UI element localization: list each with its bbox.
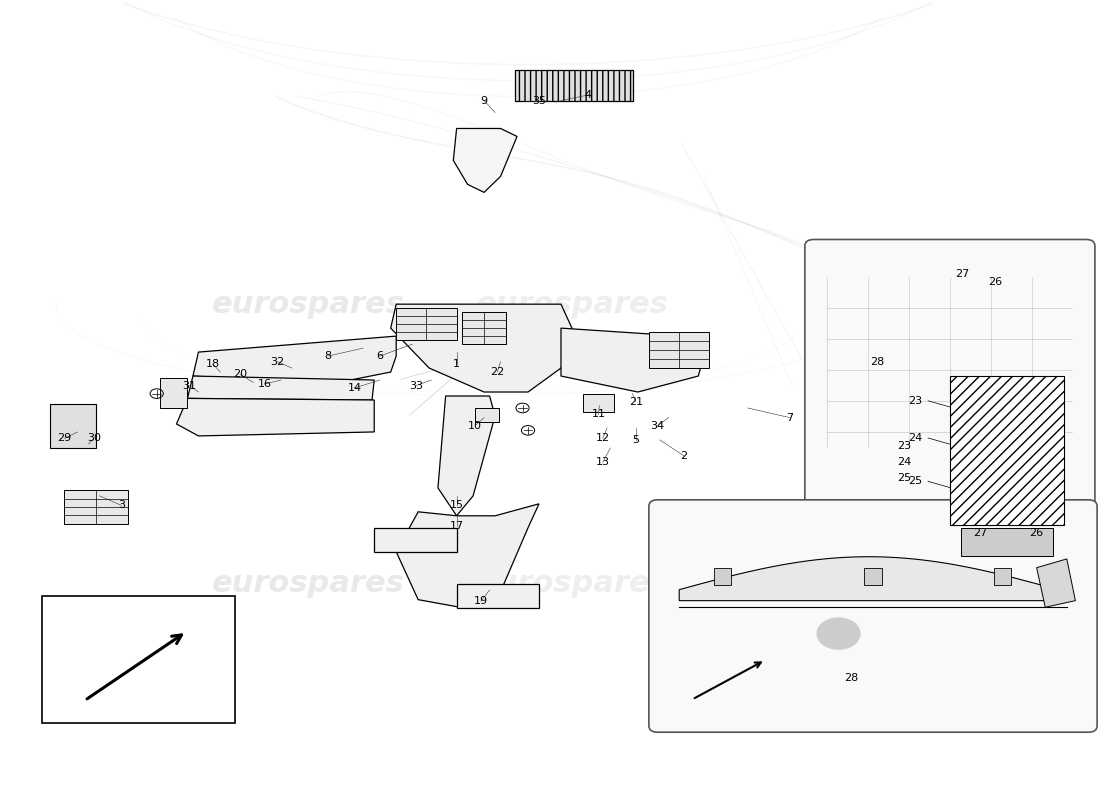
FancyBboxPatch shape (649, 500, 1097, 732)
Text: 25: 25 (909, 476, 923, 486)
Text: 20: 20 (233, 370, 248, 379)
Text: 35: 35 (532, 95, 546, 106)
Polygon shape (396, 504, 539, 608)
Bar (515, 70, 634, 101)
Text: 13: 13 (596, 458, 609, 467)
Bar (51, 404, 97, 448)
Polygon shape (192, 336, 396, 384)
Text: 6: 6 (376, 351, 383, 361)
Bar (396, 308, 456, 340)
Bar (993, 568, 1011, 586)
Polygon shape (176, 398, 374, 436)
Polygon shape (456, 584, 539, 608)
Bar (65, 490, 128, 524)
Text: 17: 17 (450, 521, 464, 531)
Text: 4: 4 (585, 90, 592, 100)
Text: 26: 26 (988, 277, 1002, 287)
Text: 23: 23 (896, 442, 911, 451)
Text: 23: 23 (909, 396, 923, 406)
Polygon shape (1036, 559, 1076, 607)
Bar (950, 376, 1065, 525)
Text: 27: 27 (974, 527, 988, 538)
Text: 8: 8 (324, 351, 331, 361)
Text: 33: 33 (409, 381, 424, 390)
Text: 24: 24 (896, 458, 911, 467)
Text: 5: 5 (632, 435, 639, 445)
Text: 18: 18 (206, 359, 220, 369)
Text: 1: 1 (453, 359, 460, 369)
Text: 2: 2 (681, 451, 688, 461)
Text: 32: 32 (271, 357, 285, 366)
Bar (43, 596, 234, 723)
Bar (865, 568, 881, 586)
Text: 28: 28 (845, 673, 859, 682)
Text: 29: 29 (57, 434, 72, 443)
Text: 19: 19 (474, 596, 488, 606)
Text: 15: 15 (450, 501, 463, 510)
Text: 30: 30 (87, 434, 101, 443)
Text: 26: 26 (1030, 527, 1044, 538)
Text: 14: 14 (348, 383, 362, 393)
Polygon shape (453, 129, 517, 192)
Text: 24: 24 (909, 433, 923, 443)
Text: 34: 34 (650, 421, 664, 430)
Text: 11: 11 (592, 410, 605, 419)
Text: 3: 3 (118, 501, 125, 510)
Polygon shape (374, 528, 456, 552)
Text: eurospares: eurospares (212, 290, 405, 318)
Polygon shape (187, 376, 374, 400)
Circle shape (817, 618, 860, 650)
Text: 27: 27 (955, 269, 969, 279)
Text: 31: 31 (183, 381, 197, 390)
Bar (160, 378, 187, 408)
Bar (649, 332, 710, 368)
Text: eurospares: eurospares (475, 290, 669, 318)
Bar (583, 394, 614, 412)
Bar (714, 568, 730, 586)
Text: 10: 10 (469, 421, 482, 430)
Bar (462, 312, 506, 344)
Text: 21: 21 (628, 397, 642, 406)
Text: 9: 9 (481, 95, 487, 106)
Polygon shape (561, 328, 704, 392)
Text: 7: 7 (785, 413, 793, 422)
Bar (475, 408, 499, 422)
Text: eurospares: eurospares (475, 569, 669, 598)
Text: 22: 22 (491, 367, 505, 377)
Text: 28: 28 (870, 357, 884, 366)
Text: 25: 25 (896, 474, 911, 483)
Polygon shape (438, 396, 495, 516)
Bar (961, 528, 1053, 556)
Text: 16: 16 (257, 379, 272, 389)
Polygon shape (679, 557, 1058, 601)
Text: 12: 12 (596, 434, 609, 443)
Text: eurospares: eurospares (212, 569, 405, 598)
Polygon shape (390, 304, 572, 392)
FancyBboxPatch shape (805, 239, 1094, 562)
